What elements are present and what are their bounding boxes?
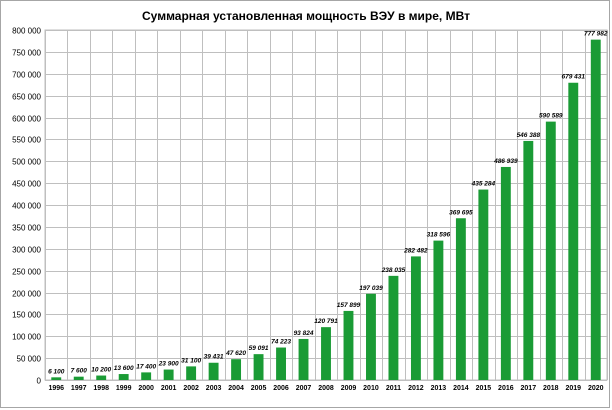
- data-label: 157 899: [337, 302, 361, 309]
- y-tick-label: 500 000: [12, 158, 41, 167]
- y-tick-label: 150 000: [12, 311, 41, 320]
- data-label: 590 589: [539, 113, 563, 120]
- bar: [388, 275, 399, 380]
- x-tick-label: 2013: [431, 385, 447, 392]
- data-label: 7 600: [71, 368, 88, 375]
- data-label: 546 388: [517, 132, 541, 139]
- y-tick-label: 100 000: [12, 333, 41, 342]
- data-label: 39 431: [204, 354, 224, 361]
- y-tick-label: 650 000: [12, 93, 41, 102]
- data-label: 282 482: [403, 247, 428, 254]
- y-tick-label: 300 000: [12, 246, 41, 255]
- data-label: 13 600: [114, 365, 134, 372]
- data-label: 197 039: [359, 285, 383, 292]
- bar: [96, 375, 107, 380]
- bar: [545, 121, 556, 380]
- bar: [343, 310, 354, 380]
- bar: [455, 218, 466, 380]
- bar: [51, 377, 62, 380]
- data-label: 486 939: [493, 158, 518, 165]
- data-label: 47 620: [225, 350, 246, 357]
- x-tick-label: 2002: [183, 385, 199, 392]
- x-tick-label: 2008: [318, 385, 334, 392]
- bar: [253, 354, 264, 380]
- bar: [163, 369, 174, 380]
- x-tick-label: 2014: [453, 385, 469, 392]
- bar: [433, 240, 444, 380]
- data-label: 6 100: [48, 368, 65, 375]
- bar: [141, 372, 152, 380]
- chart-title: Суммарная установленная мощность ВЭУ в м…: [142, 9, 470, 23]
- y-tick-label: 200 000: [12, 290, 41, 299]
- x-tick-label: 2020: [588, 385, 604, 392]
- data-label: 17 400: [136, 363, 156, 370]
- x-tick-label: 2015: [476, 385, 492, 392]
- data-label: 23 900: [158, 361, 179, 368]
- data-label: 777 982: [584, 31, 608, 38]
- y-tick-label: 0: [37, 377, 42, 386]
- x-tick-label: 2001: [161, 385, 177, 392]
- bar: [366, 293, 376, 380]
- x-tick-label: 2009: [341, 385, 357, 392]
- x-tick-label: 2010: [363, 385, 379, 392]
- x-tick-label: 2017: [521, 385, 537, 392]
- bar: [321, 327, 331, 380]
- x-tick-label: 2016: [498, 385, 514, 392]
- x-tick-label: 2007: [296, 385, 312, 392]
- y-tick-label: 550 000: [12, 136, 41, 145]
- y-tick-label: 700 000: [12, 71, 41, 80]
- y-tick-label: 450 000: [12, 180, 41, 189]
- bar: [231, 359, 242, 380]
- data-label: 93 824: [294, 330, 314, 337]
- data-label: 74 223: [271, 339, 291, 346]
- y-tick-label: 750 000: [12, 49, 41, 58]
- data-label: 31 100: [181, 357, 201, 364]
- y-tick-label: 400 000: [12, 202, 41, 211]
- data-label: 238 035: [381, 267, 406, 274]
- data-label: 10 200: [91, 367, 111, 374]
- data-label: 59 091: [249, 345, 269, 352]
- y-tick-label: 800 000: [12, 27, 41, 36]
- bar: [568, 82, 579, 381]
- bar: [523, 140, 534, 380]
- x-tick-label: 2003: [206, 385, 222, 392]
- x-tick-label: 2018: [543, 385, 559, 392]
- data-label: 435 284: [471, 181, 496, 188]
- bar: [73, 376, 84, 380]
- bar: [186, 366, 197, 380]
- bar: [590, 39, 601, 380]
- x-tick-label: 2004: [228, 385, 244, 392]
- x-tick-label: 2012: [408, 385, 424, 392]
- x-tick-label: 2019: [565, 385, 581, 392]
- y-tick-label: 50 000: [17, 355, 42, 364]
- x-tick-label: 1999: [116, 385, 132, 392]
- x-tick-label: 2005: [251, 385, 267, 392]
- bar: [478, 189, 489, 380]
- bar: [118, 374, 129, 380]
- x-tick-label: 1996: [48, 385, 64, 392]
- bar: [276, 347, 286, 380]
- x-tick-label: 2011: [386, 385, 401, 392]
- bar: [298, 338, 309, 380]
- data-label: 318 596: [427, 232, 451, 239]
- x-tick-label: 2000: [138, 385, 154, 392]
- data-label: 369 695: [449, 209, 473, 216]
- y-tick-label: 600 000: [12, 115, 41, 124]
- bar: [208, 362, 219, 380]
- x-tick-label: 1997: [71, 385, 87, 392]
- x-tick-label: 2006: [273, 385, 289, 392]
- y-tick-label: 350 000: [12, 224, 41, 233]
- data-label: 679 431: [562, 74, 586, 81]
- x-tick-label: 1998: [93, 385, 109, 392]
- data-label: 120 791: [314, 318, 338, 325]
- bar: [410, 256, 421, 380]
- bar: [500, 166, 511, 380]
- y-tick-label: 250 000: [12, 268, 41, 277]
